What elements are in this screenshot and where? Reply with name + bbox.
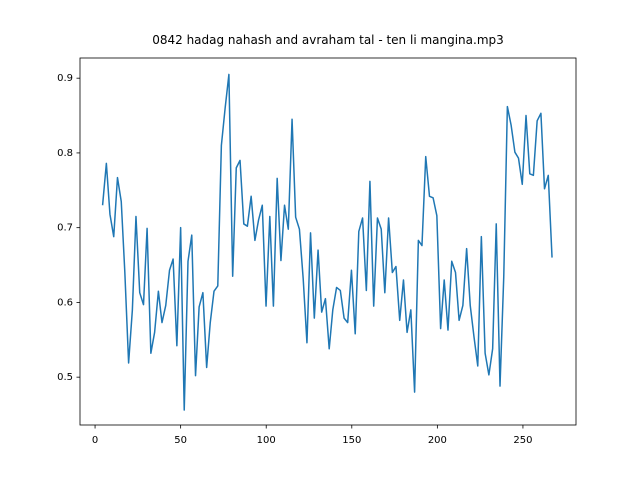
y-tick-label: 0.8 [57, 148, 73, 159]
x-tick-label: 50 [174, 435, 187, 446]
x-tick-label: 250 [513, 435, 532, 446]
x-tick-label: 100 [257, 435, 276, 446]
y-tick-label: 0.9 [57, 73, 73, 84]
x-tick-label: 0 [92, 435, 98, 446]
data-line [101, 73, 553, 411]
y-tick-label: 0.5 [57, 372, 73, 383]
plot-frame [79, 57, 577, 426]
x-tick-label: 200 [428, 435, 447, 446]
x-tick-label: 150 [342, 435, 361, 446]
y-tick-label: 0.6 [57, 297, 73, 308]
y-tick-label: 0.7 [57, 223, 73, 234]
chart-title: 0842 hadag nahash and avraham tal - ten … [152, 33, 504, 47]
